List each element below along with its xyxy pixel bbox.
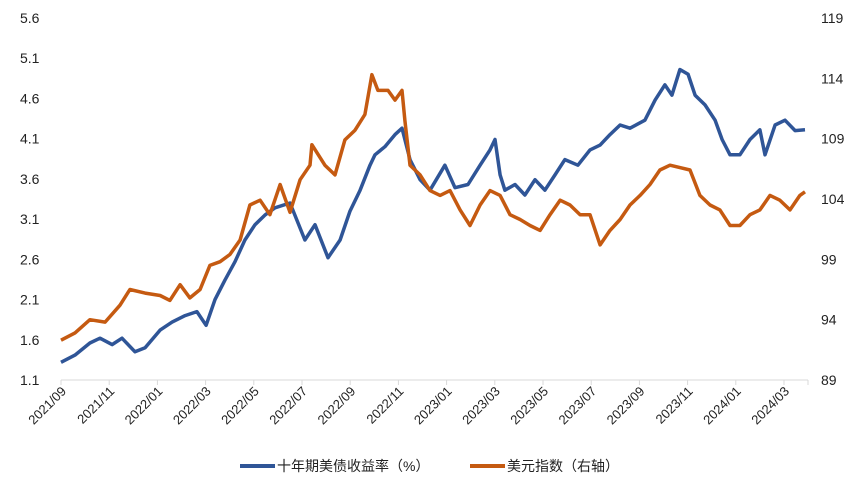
x-tick-label: 2023/05	[507, 384, 551, 428]
y-right-tick-label: 109	[821, 131, 845, 147]
y-right-tick-label: 94	[821, 312, 837, 328]
y-right-tick-label: 99	[821, 251, 837, 267]
x-tick-label: 2023/07	[555, 384, 599, 428]
x-tick-label: 2021/09	[25, 384, 69, 428]
series-line-treasury-yield	[60, 67, 806, 364]
x-tick-label: 2023/11	[653, 384, 696, 427]
y-right-tick-label: 114	[821, 70, 844, 86]
legend-label-yield: 十年期美债收益率（%）	[277, 458, 429, 474]
x-tick-label: 2023/09	[604, 384, 648, 428]
y-left-tick-label: 2.1	[20, 292, 40, 308]
y-right-tick-label: 119	[821, 10, 844, 26]
y-right-tick-label: 104	[821, 191, 845, 207]
x-tick-label: 2022/07	[266, 384, 310, 428]
y-left-tick-label: 4.1	[20, 131, 40, 147]
series-line-dollar-index	[60, 72, 807, 342]
y-left-tick-label: 5.1	[20, 50, 40, 66]
x-tick-label: 2024/01	[700, 384, 744, 428]
x-tick-label: 2022/09	[314, 384, 358, 428]
x-tick-label: 2021/11	[74, 384, 117, 427]
x-tick-label: 2023/01	[411, 384, 455, 428]
x-tick-label: 2022/03	[170, 384, 214, 428]
x-tick-label: 2024/03	[748, 384, 792, 428]
x-tick-label: 2022/11	[363, 384, 406, 427]
y-left-tick-label: 2.6	[20, 251, 40, 267]
y-left-tick-label: 3.1	[20, 211, 40, 227]
y-left-tick-label: 1.1	[20, 372, 40, 388]
x-tick-label: 2023/03	[459, 384, 503, 428]
y-left-tick-label: 5.6	[20, 10, 40, 26]
y-left-tick-label: 1.6	[20, 332, 40, 348]
x-tick-label: 2022/05	[218, 384, 262, 428]
legend: 十年期美债收益率（%） 美元指数（右轴）	[240, 458, 619, 474]
y-left-tick-label: 3.6	[20, 171, 40, 187]
x-tick-label: 2022/01	[122, 384, 166, 428]
legend-label-dxy: 美元指数（右轴）	[507, 458, 619, 474]
y-right-tick-label: 89	[821, 372, 837, 388]
y-left-tick-label: 4.6	[20, 90, 40, 106]
